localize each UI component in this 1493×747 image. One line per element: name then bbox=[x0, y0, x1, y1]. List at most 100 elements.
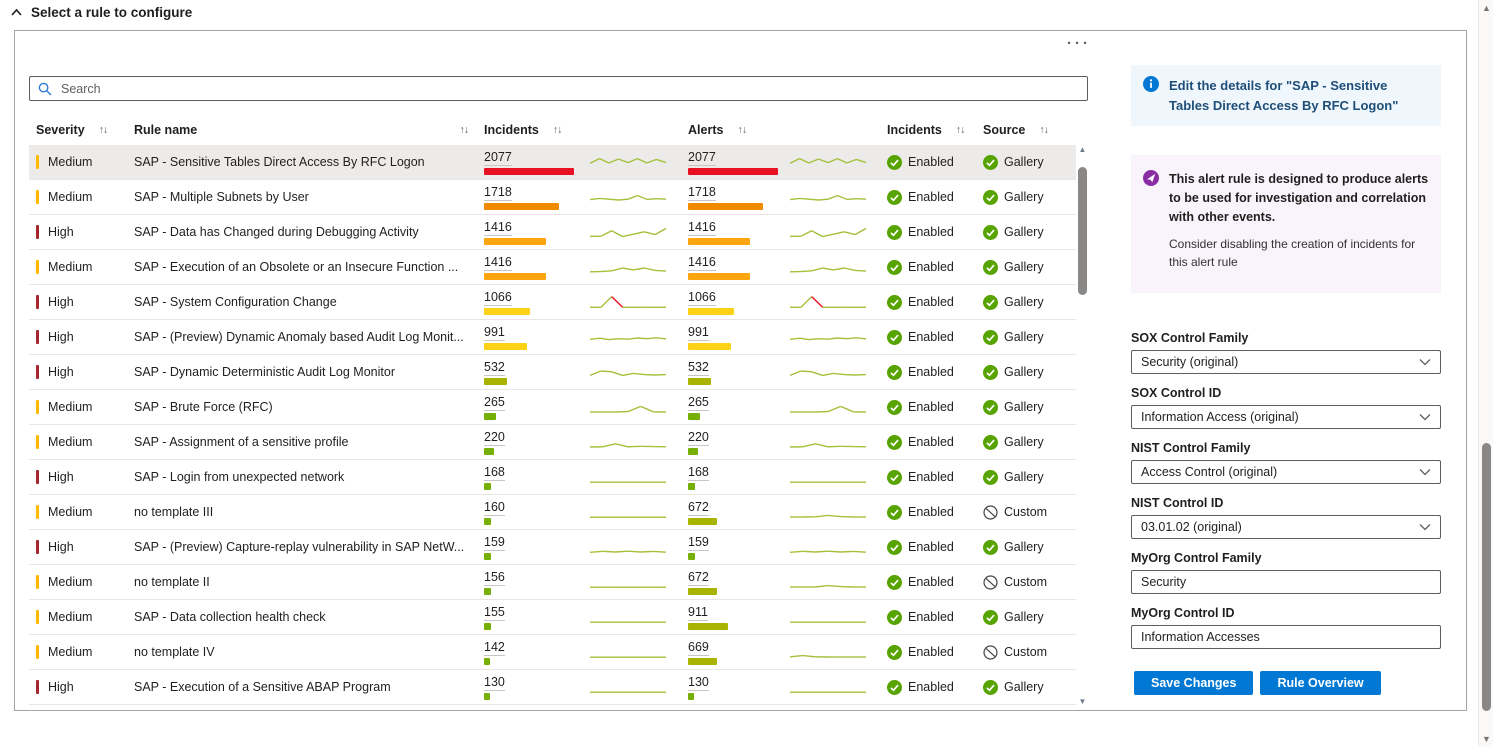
table-row[interactable]: High SAP - Dynamic Deterministic Audit L… bbox=[29, 355, 1076, 390]
sparkline-chart bbox=[790, 621, 866, 623]
sort-icon[interactable]: ↑↓ bbox=[552, 124, 562, 136]
severity-label: Medium bbox=[48, 505, 93, 519]
sparkline-chart bbox=[589, 337, 667, 341]
page-scroll-down-arrow[interactable]: ▼ bbox=[1482, 734, 1491, 744]
severity-color-bar bbox=[36, 295, 39, 309]
table-row[interactable]: Medium no template IV 142 669 Enabled Cu… bbox=[29, 635, 1076, 670]
rules-table-body: Medium SAP - Sensitive Tables Direct Acc… bbox=[29, 145, 1076, 705]
search-input[interactable] bbox=[59, 80, 1079, 97]
rule-name-cell: SAP - Multiple Subnets by User bbox=[134, 190, 309, 204]
table-row[interactable]: High SAP - (Preview) Capture-replay vuln… bbox=[29, 530, 1076, 565]
tip-primary-text: This alert rule is designed to produce a… bbox=[1169, 172, 1429, 224]
alerts-trend-cell bbox=[789, 189, 887, 205]
source-label: Custom bbox=[1004, 575, 1048, 589]
column-header-incidents[interactable]: Incidents ↑↓ bbox=[484, 123, 562, 137]
sox-control-id-dropdown[interactable]: Information Access (original) bbox=[1131, 405, 1441, 429]
sort-icon[interactable]: ↑↓ bbox=[737, 124, 746, 136]
sox-control-family-dropdown[interactable]: Security (original) bbox=[1131, 350, 1441, 374]
table-row[interactable]: Medium no template III 160 672 Enabled C… bbox=[29, 495, 1076, 530]
page-scrollbar[interactable]: ▲ ▼ bbox=[1478, 0, 1493, 747]
gallery-check-icon bbox=[983, 224, 998, 240]
status-label: Enabled bbox=[908, 155, 954, 169]
table-row[interactable]: Medium no template II 156 672 Enabled Cu… bbox=[29, 565, 1076, 600]
incidents-trend-cell bbox=[589, 399, 688, 415]
table-row[interactable]: High SAP - (Preview) Dynamic Anomaly bas… bbox=[29, 320, 1076, 355]
sparkline-chart bbox=[590, 405, 667, 413]
severity-label: High bbox=[48, 295, 74, 309]
rule-name-cell: no template II bbox=[134, 575, 210, 589]
severity-label: High bbox=[48, 330, 74, 344]
incidents-count: 220 bbox=[484, 429, 505, 446]
column-header-incidents-status[interactable]: Incidents ↑↓ bbox=[887, 123, 965, 137]
myorg-control-family-input[interactable] bbox=[1131, 570, 1441, 594]
table-row[interactable]: Medium SAP - Data collection health chec… bbox=[29, 600, 1076, 635]
incident-status-cell: Enabled bbox=[887, 154, 983, 170]
search-box[interactable] bbox=[29, 76, 1088, 101]
incidents-count: 1416 bbox=[484, 219, 512, 236]
alerts-cell: 159 bbox=[688, 535, 789, 560]
table-row[interactable]: Medium SAP - Brute Force (RFC) 265 265 E… bbox=[29, 390, 1076, 425]
rule-name-cell: SAP - Assignment of a sensitive profile bbox=[134, 435, 349, 449]
rule-overview-button[interactable]: Rule Overview bbox=[1260, 671, 1381, 695]
more-options-button[interactable]: ··· bbox=[1067, 35, 1091, 52]
alerts-bar bbox=[688, 447, 698, 455]
severity-cell: High bbox=[29, 365, 134, 379]
table-row[interactable]: High SAP - System Configuration Change 1… bbox=[29, 285, 1076, 320]
scrollbar-thumb[interactable] bbox=[1078, 167, 1087, 295]
sort-icon[interactable]: ↑↓ bbox=[459, 124, 469, 136]
rule-configurator-card: ··· Severity ↑↓ Rule name ↑↓ Incidents ↑… bbox=[14, 30, 1467, 711]
scroll-down-arrow[interactable]: ▼ bbox=[1078, 697, 1087, 706]
myorg-control-id-label: MyOrg Control ID bbox=[1131, 606, 1235, 620]
incident-status-cell: Enabled bbox=[887, 224, 983, 240]
nist-control-id-selected-value: 03.01.02 (original) bbox=[1141, 520, 1242, 534]
column-header-rule-name[interactable]: Rule name ↑↓ bbox=[134, 123, 469, 137]
table-row[interactable]: High SAP - Execution of a Sensitive ABAP… bbox=[29, 670, 1076, 705]
nist-control-family-dropdown[interactable]: Access Control (original) bbox=[1131, 460, 1441, 484]
custom-prohibited-icon bbox=[983, 644, 998, 660]
table-row[interactable]: Medium SAP - Assignment of a sensitive p… bbox=[29, 425, 1076, 460]
severity-cell: High bbox=[29, 470, 134, 484]
incidents-trend-cell bbox=[589, 434, 688, 450]
enabled-check-icon bbox=[887, 504, 902, 520]
table-row[interactable]: Medium SAP - Multiple Subnets by User 17… bbox=[29, 180, 1076, 215]
source-cell: Gallery bbox=[983, 539, 1076, 555]
alerts-bar bbox=[688, 622, 728, 630]
sox-control-family-selected-value: Security (original) bbox=[1141, 355, 1239, 369]
sort-icon[interactable]: ↑↓ bbox=[1039, 124, 1048, 136]
page-scroll-up-arrow[interactable]: ▲ bbox=[1482, 3, 1491, 13]
myorg-control-id-input[interactable] bbox=[1131, 625, 1441, 649]
severity-label: Medium bbox=[48, 400, 93, 414]
source-cell: Gallery bbox=[983, 609, 1076, 625]
gallery-check-icon bbox=[983, 434, 998, 450]
table-row[interactable]: Medium SAP - Sensitive Tables Direct Acc… bbox=[29, 145, 1076, 180]
nist-control-id-dropdown[interactable]: 03.01.02 (original) bbox=[1131, 515, 1441, 539]
column-header-source[interactable]: Source ↑↓ bbox=[983, 123, 1049, 137]
table-row[interactable]: High SAP - Data has Changed during Debug… bbox=[29, 215, 1076, 250]
sort-icon[interactable]: ↑↓ bbox=[955, 124, 965, 136]
incident-status-cell: Enabled bbox=[887, 469, 983, 485]
scroll-up-arrow[interactable]: ▲ bbox=[1078, 145, 1087, 154]
save-changes-button[interactable]: Save Changes bbox=[1134, 671, 1254, 695]
table-scrollbar[interactable]: ▲ ▼ bbox=[1076, 145, 1089, 706]
edit-details-text: Edit the details for "SAP - Sensitive Ta… bbox=[1169, 78, 1399, 113]
field-myorg-control-family: MyOrg Control Family bbox=[1131, 551, 1441, 594]
alerts-cell: 911 bbox=[688, 605, 789, 630]
collapse-section-header[interactable]: Select a rule to configure bbox=[10, 5, 192, 20]
status-label: Enabled bbox=[908, 540, 954, 554]
severity-label: High bbox=[48, 470, 74, 484]
table-row[interactable]: Medium SAP - Execution of an Obsolete or… bbox=[29, 250, 1076, 285]
sparkline-chart bbox=[589, 157, 667, 164]
page-scrollbar-thumb[interactable] bbox=[1482, 443, 1491, 711]
column-header-severity[interactable]: Severity ↑↓ bbox=[36, 123, 108, 137]
severity-cell: High bbox=[29, 330, 134, 344]
alerts-count: 220 bbox=[688, 429, 709, 446]
status-label: Enabled bbox=[908, 330, 954, 344]
table-row[interactable]: High SAP - Login from unexpected network… bbox=[29, 460, 1076, 495]
column-header-alerts[interactable]: Alerts ↑↓ bbox=[688, 123, 747, 137]
source-cell: Gallery bbox=[983, 224, 1076, 240]
sort-icon[interactable]: ↑↓ bbox=[98, 124, 108, 136]
sparkline-chart bbox=[590, 586, 666, 588]
severity-color-bar bbox=[36, 540, 39, 554]
alerts-bar bbox=[688, 167, 778, 175]
incidents-bar bbox=[484, 167, 574, 175]
